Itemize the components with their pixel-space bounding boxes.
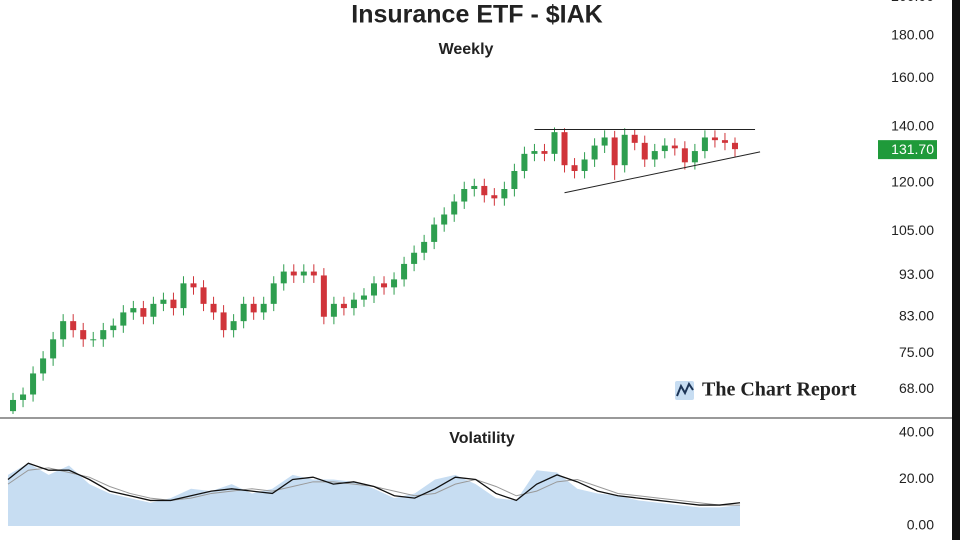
candle-body bbox=[370, 283, 378, 296]
candle-body bbox=[20, 394, 27, 400]
candle-body bbox=[471, 185, 478, 190]
candle-body bbox=[240, 303, 247, 322]
last-price-box bbox=[878, 140, 937, 160]
candle-body bbox=[391, 279, 398, 288]
candle-body bbox=[451, 201, 458, 215]
candle-body bbox=[641, 142, 648, 160]
candle-body bbox=[200, 287, 207, 304]
candle-body bbox=[591, 145, 598, 160]
candle-body bbox=[170, 299, 177, 309]
y-tick-label: 200.00 bbox=[891, 0, 934, 4]
candle-body bbox=[481, 185, 488, 196]
candle-body bbox=[270, 283, 277, 304]
y-tick-label: 40.00 bbox=[899, 424, 934, 440]
candle-body bbox=[541, 151, 548, 154]
chart-subtitle: Weekly bbox=[439, 41, 494, 58]
window-edge bbox=[952, 0, 960, 540]
candle-body bbox=[110, 325, 117, 331]
candle-body bbox=[70, 321, 77, 331]
candle-body bbox=[60, 321, 67, 340]
candle-body bbox=[360, 295, 367, 300]
candle-body bbox=[431, 224, 438, 242]
panel-title: Volatility bbox=[449, 430, 515, 447]
watermark: The Chart Report bbox=[702, 379, 857, 401]
candle-body bbox=[320, 275, 327, 317]
candle-body bbox=[150, 303, 157, 317]
candle-body bbox=[551, 132, 558, 154]
candle-body bbox=[501, 189, 508, 199]
candle-body bbox=[130, 308, 137, 313]
candle-body bbox=[441, 214, 448, 225]
candle-body bbox=[30, 373, 37, 395]
candle-body bbox=[421, 241, 428, 253]
candle-body bbox=[300, 271, 307, 276]
candle-body bbox=[571, 165, 578, 172]
candle-body bbox=[621, 134, 628, 166]
candle-body bbox=[40, 358, 47, 374]
candle-body bbox=[531, 151, 538, 154]
y-tick-label: 93.00 bbox=[899, 266, 934, 282]
y-tick-label: 75.00 bbox=[899, 344, 934, 360]
y-tick-label: 20.00 bbox=[899, 470, 934, 486]
candle-body bbox=[511, 171, 518, 190]
candle-body bbox=[290, 271, 297, 276]
candle-body bbox=[461, 189, 468, 202]
candle-body bbox=[250, 303, 257, 313]
candle-body bbox=[661, 145, 668, 152]
candle-body bbox=[190, 283, 197, 288]
y-tick-label: 140.00 bbox=[891, 118, 934, 134]
volatility-line bbox=[7, 462, 741, 506]
candle-body bbox=[731, 142, 738, 150]
candle-body bbox=[340, 303, 347, 309]
candle-body bbox=[581, 159, 588, 172]
candle-body bbox=[90, 339, 97, 341]
candle-body bbox=[310, 271, 317, 276]
candle-body bbox=[280, 271, 287, 284]
candle-body bbox=[80, 330, 87, 340]
candle-body bbox=[350, 299, 357, 309]
candle-body bbox=[491, 195, 498, 199]
candle-body bbox=[701, 137, 708, 152]
candle-body bbox=[10, 399, 17, 412]
candle-body bbox=[681, 148, 688, 163]
candle-body bbox=[721, 140, 728, 143]
chart-title: Insurance ETF - $IAK bbox=[351, 1, 602, 29]
candle-body bbox=[160, 299, 167, 304]
candle-body bbox=[230, 321, 237, 331]
candle-body bbox=[140, 308, 147, 317]
watermark-icon bbox=[675, 381, 694, 400]
candle-body bbox=[561, 132, 568, 166]
candle-body bbox=[180, 283, 187, 309]
y-tick-label: 83.00 bbox=[899, 307, 934, 323]
candle-body bbox=[401, 263, 408, 280]
candle-body bbox=[120, 312, 127, 326]
candle-body bbox=[381, 283, 388, 288]
y-tick-label: 68.00 bbox=[899, 380, 934, 396]
candle-body bbox=[601, 137, 608, 146]
candle-body bbox=[220, 312, 227, 331]
candle-body bbox=[651, 151, 658, 160]
candle-body bbox=[711, 137, 718, 141]
y-tick-label: 0.00 bbox=[907, 517, 934, 533]
y-tick-label: 160.00 bbox=[891, 69, 934, 85]
candle-body bbox=[691, 151, 698, 163]
trendline bbox=[564, 151, 761, 194]
y-tick-label: 180.00 bbox=[891, 26, 934, 42]
candle-body bbox=[210, 303, 217, 313]
candle-body bbox=[521, 153, 528, 172]
candle-body bbox=[100, 330, 107, 340]
candle-body bbox=[611, 137, 618, 166]
last-price-label: 131.70 bbox=[891, 141, 934, 157]
candle-body bbox=[671, 145, 678, 149]
candle-body bbox=[260, 303, 267, 313]
candle-body bbox=[631, 134, 638, 143]
candle-body bbox=[50, 339, 57, 359]
candle-body bbox=[411, 252, 418, 264]
y-tick-label: 105.00 bbox=[891, 222, 934, 238]
candle-body bbox=[330, 303, 337, 317]
y-tick-label: 120.00 bbox=[891, 174, 934, 190]
volatility-area bbox=[8, 463, 740, 526]
